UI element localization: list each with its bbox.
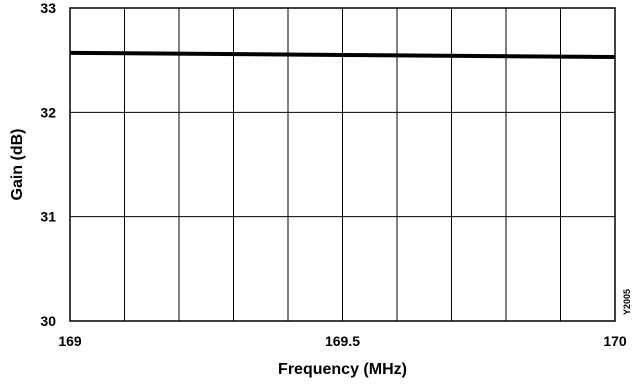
y-tick-label: 32 xyxy=(40,104,56,120)
y-tick-label: 30 xyxy=(40,313,56,329)
y-tick-labels: 30 31 32 33 xyxy=(40,0,56,329)
x-tick-label: 169.5 xyxy=(325,333,360,349)
y-axis-title: Gain (dB) xyxy=(9,129,26,201)
x-tick-label: 170 xyxy=(603,333,627,349)
figure-code: Y2005 xyxy=(622,289,632,315)
x-tick-labels: 169 169.5 170 xyxy=(58,333,627,349)
y-tick-label: 33 xyxy=(40,0,56,16)
grid xyxy=(70,8,615,321)
y-tick-label: 31 xyxy=(40,209,56,225)
x-axis-title: Frequency (MHz) xyxy=(278,361,407,378)
gain-series-line xyxy=(69,50,616,60)
plot-frame xyxy=(69,7,616,322)
x-tick-label: 169 xyxy=(58,333,82,349)
series-layer xyxy=(69,50,616,60)
